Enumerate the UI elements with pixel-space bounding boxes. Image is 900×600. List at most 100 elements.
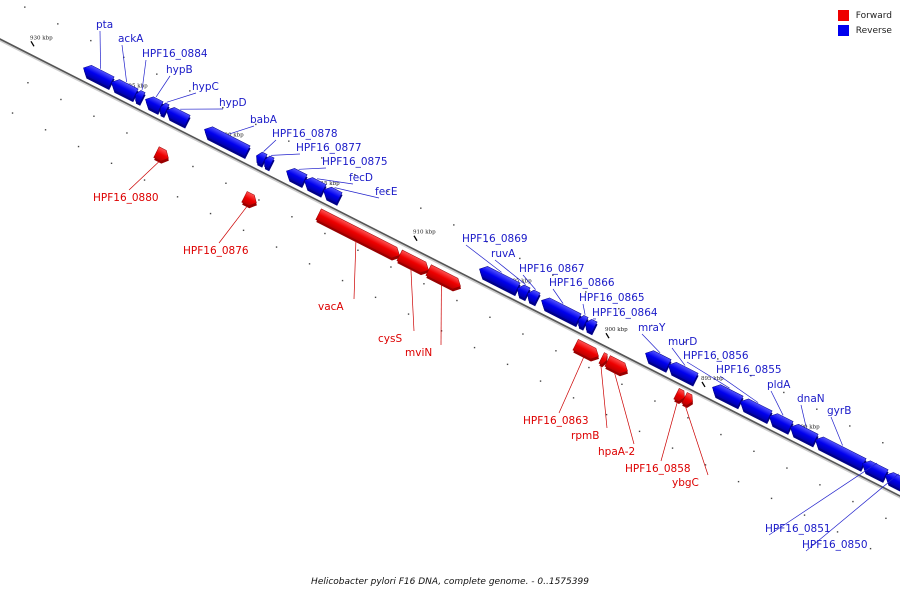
leader-HPF16_0865 [582,303,586,315]
gene-label-HPF16_0875: HPF16_0875 [322,156,388,168]
leader-dnaN [800,404,807,428]
tick-label-7: 895 kbp [701,376,724,382]
tick-label-5: 905 kbp [509,278,532,284]
tick-label-3: 915 kbp [317,181,340,187]
genome-axis [0,38,900,499]
leader-HPF16_0855 [719,375,759,403]
tick-label-0: 930 kbp [30,35,53,41]
gene-fecD [304,177,327,198]
leader-cysS [410,268,415,332]
gene-gyrB [815,436,867,472]
leader-hypB [155,75,171,98]
gene-label-HPF16_0878: HPF16_0878 [272,128,338,140]
leader-HPF16_0858 [660,401,678,462]
gene-label-HPF16_0876: HPF16_0876 [183,245,249,257]
gene-HPF16_0876 [241,191,257,209]
gene-HPF16_0858 [673,388,685,404]
leader-HPF16_0884 [141,59,147,90]
gene-label-mraY: mraY [638,322,666,334]
gene-hypB [145,96,164,115]
gene-hpaA-2 [604,355,628,377]
tick-label-8: 890 kbp [797,425,820,431]
scale-dots [11,6,887,550]
gene-label-HPF16_0865: HPF16_0865 [579,292,645,304]
leader-HPF16_0880 [128,161,160,191]
leader-hpaA-2 [614,372,635,445]
gene-label-HPF16_0880: HPF16_0880 [93,192,159,204]
tick-label-1: 925 kbp [125,84,148,90]
gene-label-pldA: pldA [767,379,791,391]
leader-HPF16_0875 [298,167,327,170]
gene-babA [204,126,251,160]
gene-arrows [83,65,900,494]
gene-ruvA [517,284,531,302]
gene-label-ruvA: ruvA [491,248,516,260]
leader-HPF16_0877 [271,153,301,156]
genome-caption: Helicobacter pylori F16 DNA, complete ge… [311,577,589,587]
gene-label-hypC: hypC [192,81,219,93]
gene-label-cysS: cysS [378,333,402,345]
leader-ackA [121,44,127,83]
tick-7: 895 kbp [701,376,724,388]
gene-label-fecE: fecE [375,186,398,198]
gene-HPF16_0864 [585,319,598,336]
gene-HPF16_0866 [541,297,582,328]
gene-label-HPF16_0855: HPF16_0855 [716,364,782,376]
leader-gyrB [830,416,843,446]
leader-ruvA [494,259,526,285]
gene-pldA [769,413,794,435]
leader-HPF16_0878 [263,139,277,152]
gene-label-hypB: hypB [166,64,193,76]
gene-HPF16_0867 [527,289,541,307]
gene-HPF16_0865 [578,315,589,331]
leader-rpmB [600,365,608,429]
reverse-swatch [837,25,849,36]
gene-HPF16_0884 [135,90,146,106]
gene-HPF16_0856 [712,384,744,410]
gene-HPF16_0880 [153,146,169,164]
gene-fecE [323,186,343,206]
leader-murD [671,347,686,366]
gene-label-HPF16_0877: HPF16_0877 [296,142,362,154]
leader-HPF16_0863 [558,356,585,414]
gene-label-mviN: mviN [405,347,432,359]
leader-HPF16_0850 [805,473,899,552]
tick-0: 930 kbp [30,35,53,47]
leader-babA [228,125,255,135]
leader-mraY [641,333,661,354]
gene-dnaN [790,423,819,448]
leader-fecD [317,178,354,185]
gene-label-HPF16_0856: HPF16_0856 [683,350,749,362]
gene-label-HPF16_0884: HPF16_0884 [142,48,208,60]
label-leaders [99,30,899,552]
gene-label-HPF16_0850: HPF16_0850 [802,539,868,551]
gene-label-dnaN: dnaN [797,393,825,405]
leader-pldA [770,390,784,416]
tick-label-2: 920 kbp [221,132,244,138]
leader-HPF16_0866 [552,288,564,304]
gene-HPF16_0863 [572,339,599,362]
gene-ackA [111,79,139,103]
leader-HPF16_0856 [686,361,730,389]
gene-cysS [396,249,429,276]
gene-label-babA: babA [250,114,278,126]
leader-hypC [166,92,197,103]
gene-label-HPF16_0869: HPF16_0869 [462,233,528,245]
tick-label-4: 910 kbp [413,230,436,236]
gene-label-HPF16_0864: HPF16_0864 [592,307,658,319]
gene-label-HPF16_0867: HPF16_0867 [519,263,585,275]
legend-reverse: Reverse [837,23,892,38]
kbp-ticks: 930 kbp 925 kbp 920 kbp 915 kbp 910 kbp 905 k… [30,35,820,437]
gene-label-ackA: ackA [118,33,144,45]
gene-HPF16_0855 [740,398,773,425]
leader-HPF16_0867 [522,274,536,290]
gene-HPF16_0875 [286,168,308,188]
leader-vacA [353,241,357,300]
leader-HPF16_0876 [218,205,248,244]
gene-murD [668,362,699,387]
tick-label-6: 900 kbp [605,327,628,333]
gene-label-HPF16_0858: HPF16_0858 [625,463,691,475]
gene-vacA [315,208,400,261]
